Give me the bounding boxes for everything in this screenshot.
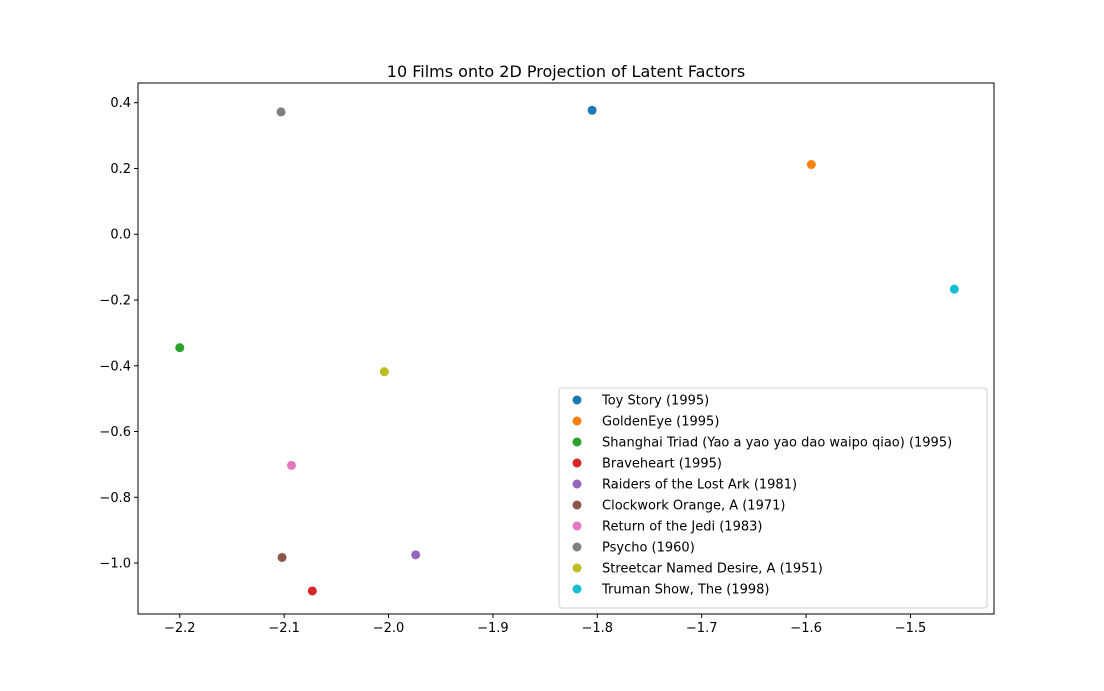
plot-marks: [175, 105, 959, 596]
y-tick-label: −0.4: [99, 359, 131, 374]
x-tick-label: −2.1: [268, 621, 300, 636]
legend-marker: [572, 437, 582, 447]
data-point: [379, 367, 389, 377]
data-point: [277, 552, 287, 562]
y-tick-label: 0.2: [110, 162, 131, 177]
legend-marker: [572, 416, 582, 426]
x-axis: −2.2 −2.1 −2.0 −1.9 −1.8 −1.7 −1.6 −1.5: [164, 614, 926, 636]
x-tick-label: −1.7: [686, 621, 718, 636]
y-tick-label: −0.6: [99, 425, 131, 440]
y-tick-label: −0.8: [99, 491, 131, 506]
legend-marker: [572, 395, 582, 405]
data-point: [587, 105, 597, 115]
data-point: [411, 550, 421, 560]
legend-marker: [572, 584, 582, 594]
legend-label: Clockwork Orange, A (1971): [602, 499, 785, 514]
legend-label: Streetcar Named Desire, A (1951): [602, 562, 823, 577]
x-tick-label: −1.8: [582, 621, 614, 636]
x-tick-label: −1.9: [477, 621, 509, 636]
legend-marker: [572, 563, 582, 573]
x-tick-label: −1.5: [895, 621, 927, 636]
legend-label: Braveheart (1995): [602, 457, 722, 472]
data-point: [286, 460, 296, 470]
x-tick-label: −1.6: [790, 621, 822, 636]
data-point: [307, 586, 317, 596]
legend-label: GoldenEye (1995): [602, 415, 719, 430]
legend-marker: [572, 500, 582, 510]
legend-label: Shanghai Triad (Yao a yao yao dao waipo …: [602, 436, 952, 451]
x-tick-label: −2.2: [164, 621, 196, 636]
data-point: [175, 343, 185, 353]
x-tick-label: −2.0: [373, 621, 405, 636]
legend-marker: [572, 542, 582, 552]
y-tick-label: −1.0: [99, 557, 131, 572]
legend: Toy Story (1995) GoldenEye (1995) Shanghai…: [558, 387, 988, 609]
axes-frame: [137, 82, 995, 615]
data-point: [949, 284, 959, 294]
legend-label: Psycho (1960): [602, 541, 695, 556]
legend-label: Truman Show, The (1998): [601, 583, 770, 598]
legend-marker: [572, 458, 582, 468]
legend-label: Return of the Jedi (1983): [602, 520, 762, 535]
legend-marker: [572, 479, 582, 489]
y-tick-label: 0.0: [110, 228, 131, 243]
legend-label: Toy Story (1995): [601, 394, 709, 409]
y-axis: 0.4 0.2 0.0 −0.2 −0.4 −0.6 −0.8 −1.0: [99, 96, 138, 572]
y-tick-label: 0.4: [110, 96, 131, 111]
data-point: [276, 107, 286, 117]
chart-title: 10 Films onto 2D Projection of Latent Fa…: [387, 62, 745, 81]
legend-label: Raiders of the Lost Ark (1981): [602, 478, 797, 493]
legend-marker: [572, 521, 582, 531]
data-point: [806, 160, 816, 170]
legend-box: [558, 387, 988, 609]
y-tick-label: −0.2: [99, 294, 131, 309]
